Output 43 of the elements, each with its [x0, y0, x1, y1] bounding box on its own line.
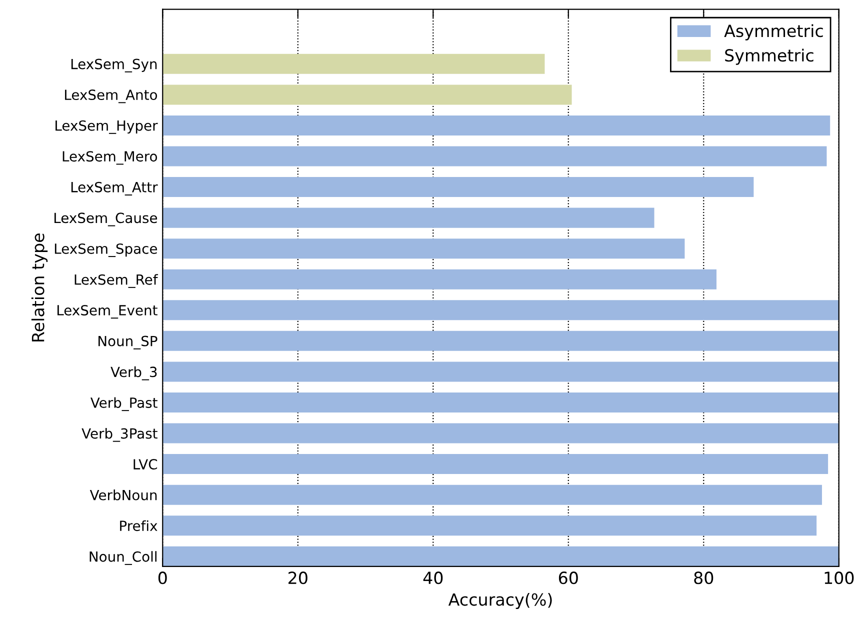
- bar: [162, 300, 839, 320]
- y-tick-label: Verb_3Past: [82, 428, 158, 442]
- bar: [162, 330, 839, 351]
- y-tick-label: LexSem_Cause: [54, 212, 158, 226]
- y-tick-label: Noun_SP: [98, 336, 158, 350]
- y-tick-label: LexSem_Attr: [71, 182, 158, 196]
- bar: [162, 269, 716, 290]
- y-tick-label: LexSem_Hyper: [56, 120, 158, 134]
- y-tick-label: Noun_Coll: [90, 551, 156, 565]
- bar: [162, 362, 839, 382]
- y-tick-label: LexSem_Mero: [62, 151, 158, 165]
- x-axis-title: Accuracy(%): [448, 592, 552, 610]
- x-tick-label: 20: [288, 572, 308, 584]
- bar: [162, 84, 572, 105]
- bar: [162, 177, 754, 198]
- y-tick-label: LexSem_Ref: [74, 274, 158, 288]
- y-tick-label: LexSem_Space: [54, 243, 158, 258]
- bar: [162, 454, 828, 474]
- y-tick-label: Verb_3: [110, 366, 157, 380]
- bar: [162, 146, 827, 166]
- x-tick-label: 100: [824, 572, 854, 584]
- bar: [162, 392, 839, 412]
- bar: [162, 423, 839, 444]
- bar: [162, 208, 654, 228]
- bar: [162, 516, 817, 536]
- x-tick-label: 60: [558, 572, 578, 584]
- y-tick-label: LexSem_Anto: [65, 90, 158, 104]
- legend-label: Asymmetric: [724, 24, 823, 40]
- y-tick-label: Verb_Past: [90, 397, 158, 412]
- y-tick-label: LexSem_Syn: [71, 58, 157, 72]
- bar: [162, 238, 685, 259]
- bar: [162, 115, 830, 136]
- x-tick-label: 80: [694, 572, 714, 584]
- y-tick-label: LexSem_Event: [57, 304, 158, 319]
- x-tick-label: 0: [158, 572, 167, 584]
- y-tick-label: VerbNoun: [90, 490, 157, 500]
- legend-label: Symmetric: [725, 48, 814, 65]
- y-axis-title: Relation type: [31, 234, 48, 342]
- x-tick-label: 40: [423, 572, 443, 584]
- y-tick-label: LVC: [134, 459, 158, 470]
- bar: [162, 484, 822, 505]
- y-tick-label: Prefix: [120, 520, 158, 532]
- bar: [162, 54, 545, 74]
